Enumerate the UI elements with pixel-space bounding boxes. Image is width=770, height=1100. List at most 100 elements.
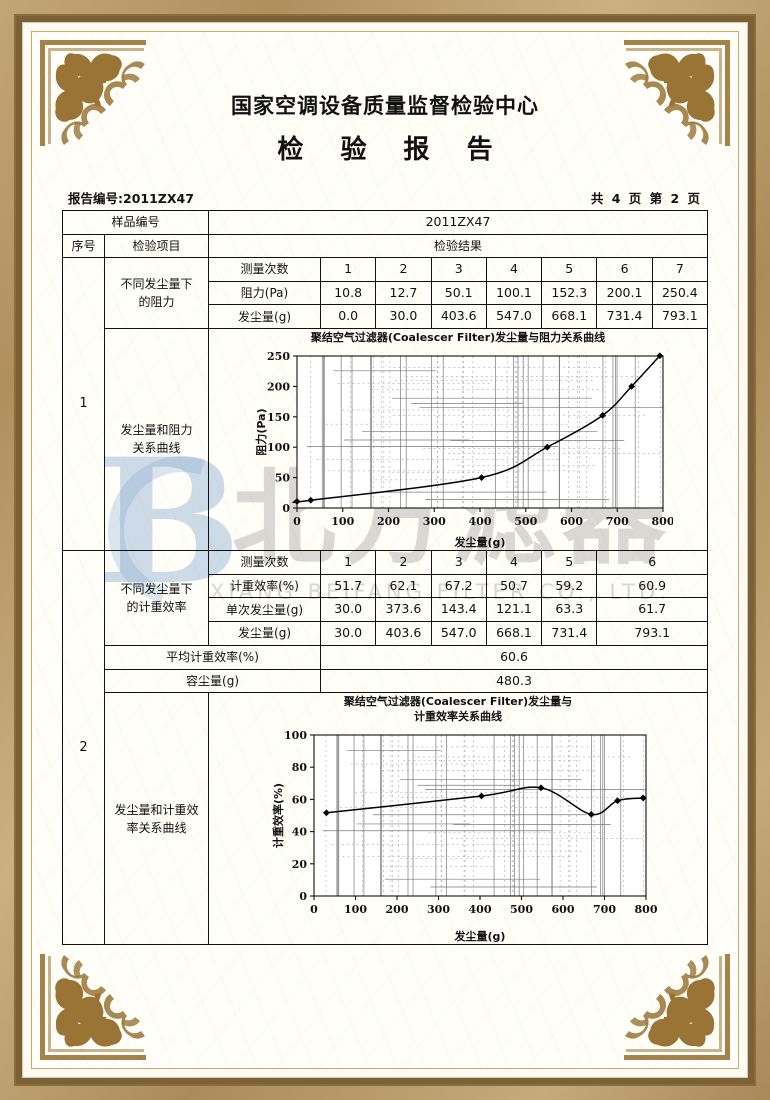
svg-text:150: 150 [267, 411, 290, 424]
svg-text:500: 500 [510, 903, 533, 916]
s2-row3-v3: 668.1 [485, 621, 543, 646]
label-line1: 不同发尘量下 [120, 581, 193, 596]
svg-text:100: 100 [267, 441, 290, 454]
s1-row0-v4: 5 [541, 256, 598, 282]
s1-row2-header: 发尘量(g) [208, 304, 322, 329]
section1-sub-label: 不同发尘量下 的阻力 [103, 256, 210, 330]
table-row: 平均计重效率(%) 60.6 [63, 644, 708, 670]
svg-text:700: 700 [606, 515, 629, 528]
chart-resistance-svg: 0 50 100 150 200 250 0 100 200 300 400 500 600 700 800… [254, 350, 673, 548]
s2-row0-v2: 3 [430, 549, 487, 575]
s2-row0-v5: 6 [596, 549, 708, 575]
s1-row0-v0: 1 [320, 256, 377, 282]
label-line1: 不同发尘量下 [120, 276, 193, 291]
svg-text:600: 600 [552, 903, 575, 916]
s1-row1-v2: 50.1 [430, 280, 487, 306]
svg-text:500: 500 [514, 515, 537, 528]
chart-cell-efficiency: 聚结空气过滤器(Coalescer Filter)发尘量与 计重效率关系曲线 0… [208, 692, 708, 946]
svg-text:0: 0 [310, 903, 318, 916]
s2-row2-v2: 143.4 [430, 597, 487, 623]
s1-row0-v1: 2 [375, 256, 432, 282]
s2-row1-v5: 60.9 [596, 573, 708, 599]
svg-text:80: 80 [292, 761, 308, 774]
svg-text:20: 20 [292, 858, 308, 871]
s2-row3-v1: 403.6 [375, 621, 432, 646]
table-row: 2 不同发尘量下 的计重效率 测量次数 1 2 3 4 5 6 [62, 549, 708, 946]
page-title: 检 验 报 告 [277, 135, 507, 165]
table-row: 单次发尘量(g) 30.0 373.6 143.4 121.1 63.3 61.… [63, 597, 708, 623]
chart-title-line1: 聚结空气过滤器(Coalescer Filter)发尘量与 [343, 695, 573, 709]
corner-ornament-icon [34, 34, 152, 152]
svg-text:700: 700 [593, 903, 616, 916]
label-line1: 发尘量和计重效 [114, 802, 199, 817]
s2-row1-v4: 59.2 [541, 573, 598, 599]
chart-resistance: 聚结空气过滤器(Coalescer Filter)发尘量与阻力关系曲线 0 50 1… [210, 331, 706, 548]
page-indicator: 共 4 页 第 2 页 [590, 191, 702, 206]
s2-row2-v5: 61.7 [596, 597, 708, 623]
section1-seq: 1 [62, 256, 105, 551]
sample-no-label: 样品编号 [61, 210, 210, 235]
s1-row0-v5: 6 [596, 256, 653, 282]
chart-efficiency-svg: 0 20 40 60 80 100 0 100 200 300 400 500 600 700 800 发尘量… [271, 729, 658, 942]
col-header-item: 检验项目 [103, 233, 210, 258]
table-row: 样品编号 2011ZX47 [61, 210, 708, 235]
s1-row2-v3: 547.0 [485, 304, 543, 329]
s1-row1-header: 阻力(Pa) [208, 280, 322, 306]
label-line2: 关系曲线 [132, 441, 181, 456]
label-line2: 的计重效率 [126, 599, 187, 614]
chart-efficiency-title: 聚结空气过滤器(Coalescer Filter)发尘量与 计重效率关系曲线 [210, 695, 706, 725]
s2-row0-v0: 1 [320, 549, 377, 575]
svg-text:计重效率(%): 计重效率(%) [271, 783, 285, 848]
report-number: 报告编号:2011ZX47 [68, 191, 194, 206]
svg-text:100: 100 [284, 729, 307, 742]
s2-row2-header: 单次发尘量(g) [208, 597, 322, 623]
s1-row0-v2: 3 [430, 256, 487, 282]
svg-text:600: 600 [560, 515, 583, 528]
s2-row0-header: 测量次数 [208, 549, 322, 575]
table-row: 发尘量和计重效 率关系曲线 聚结空气过滤器(Coalescer Filter)发… [63, 692, 708, 946]
s1-row0-v3: 4 [485, 256, 543, 282]
s2-row1-v2: 67.2 [430, 573, 487, 599]
svg-text:400: 400 [469, 903, 492, 916]
avg-efficiency-label: 平均计重效率(%) [103, 644, 322, 670]
s2-row2-v0: 30.0 [320, 597, 377, 623]
s1-row1-v1: 12.7 [375, 280, 432, 306]
chart-resistance-title: 聚结空气过滤器(Coalescer Filter)发尘量与阻力关系曲线 [210, 331, 706, 346]
svg-text:300: 300 [427, 903, 450, 916]
svg-text:100: 100 [331, 515, 354, 528]
col-header-result: 检验结果 [208, 233, 708, 258]
s1-row2-v5: 731.4 [596, 304, 653, 329]
svg-text:40: 40 [292, 826, 308, 839]
chart-title-line2: 计重效率关系曲线 [414, 710, 502, 724]
s2-row0-v4: 5 [541, 549, 598, 575]
dust-capacity-value: 480.3 [320, 668, 708, 694]
svg-text:200: 200 [377, 515, 400, 528]
title-block: 国家空调设备质量监督检验中心 检 验 报 告 [62, 60, 708, 166]
corner-ornament-icon [618, 948, 736, 1066]
svg-text:0: 0 [282, 502, 290, 515]
s2-row1-header: 计重效率(%) [208, 573, 322, 599]
svg-text:200: 200 [386, 903, 409, 916]
s1-row2-v2: 403.6 [430, 304, 487, 329]
table-header-row: 序号 检验项目 检验结果 [62, 233, 708, 258]
corner-ornament-icon [34, 948, 152, 1066]
inspection-report-table: 样品编号 2011ZX47 序号 检验项目 检验结果 1 不同发尘量下 的阻力 … [61, 210, 709, 946]
s2-row2-v4: 63.3 [541, 597, 598, 623]
s2-row3-v5: 793.1 [596, 621, 708, 646]
s1-row2-v6: 793.1 [651, 304, 709, 329]
s1-row1-v5: 200.1 [596, 280, 653, 306]
s1-row2-v4: 668.1 [541, 304, 598, 329]
s2-row1-v3: 50.7 [485, 573, 543, 599]
s1-row1-v4: 152.3 [541, 280, 598, 306]
svg-text:300: 300 [423, 515, 446, 528]
organization-title: 国家空调设备质量监督检验中心 [231, 94, 539, 118]
table-row: 1 不同发尘量下 的阻力 测量次数 1 2 3 4 5 6 7 [62, 256, 709, 551]
s1-row1-v0: 10.8 [320, 280, 377, 306]
svg-text:50: 50 [275, 471, 291, 484]
chart-efficiency: 聚结空气过滤器(Coalescer Filter)发尘量与 计重效率关系曲线 0… [210, 695, 706, 942]
svg-text:800: 800 [652, 515, 673, 528]
s2-row0-v1: 2 [375, 549, 432, 575]
s2-row3-header: 发尘量(g) [208, 621, 322, 646]
svg-text:250: 250 [267, 350, 290, 363]
s2-row2-v3: 121.1 [485, 597, 543, 623]
